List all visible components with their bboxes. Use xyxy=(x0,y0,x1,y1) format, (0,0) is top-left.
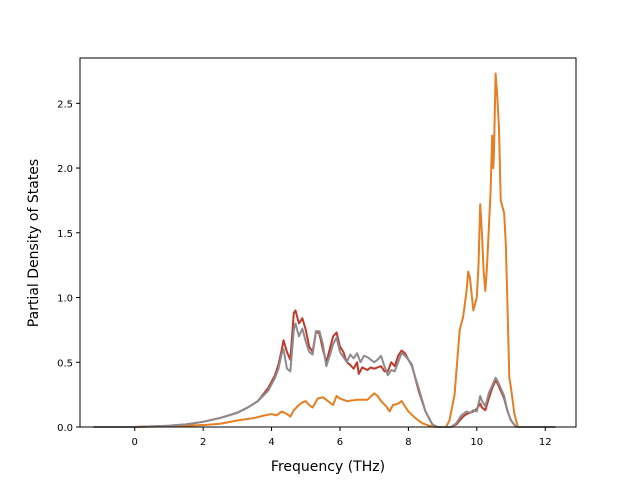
axes-layer: 0 2 4 6 8 10 12 0.0 0.5 1.0 1.5 2.0 2.5 xyxy=(57,57,577,448)
y-tick-label-2: 1.0 xyxy=(57,294,73,305)
x-tick-label-1: 2 xyxy=(200,437,206,448)
x-tick-label-3: 6 xyxy=(337,437,343,448)
series-line-1 xyxy=(93,309,556,428)
series-line-3 xyxy=(93,322,556,428)
y-tick-label-3: 1.5 xyxy=(57,229,73,240)
x-tick-label-0: 0 xyxy=(132,437,138,448)
x-tick-label-4: 8 xyxy=(405,437,411,448)
series-layer xyxy=(93,72,556,428)
y-tick-label-1: 0.5 xyxy=(57,358,73,369)
x-axis-label: Frequency (THz) xyxy=(271,459,385,475)
y-tick-label-5: 2.5 xyxy=(57,99,73,110)
x-tick-label-5: 10 xyxy=(470,437,483,448)
y-axis-label: Partial Density of States xyxy=(26,159,42,327)
series-line-2 xyxy=(93,72,556,428)
x-tick-label-6: 12 xyxy=(539,437,552,448)
plot-frame xyxy=(79,57,577,428)
y-tick-label-4: 2.0 xyxy=(57,164,73,175)
y-tick-label-0: 0.0 xyxy=(57,423,73,434)
x-tick-label-2: 4 xyxy=(268,437,274,448)
